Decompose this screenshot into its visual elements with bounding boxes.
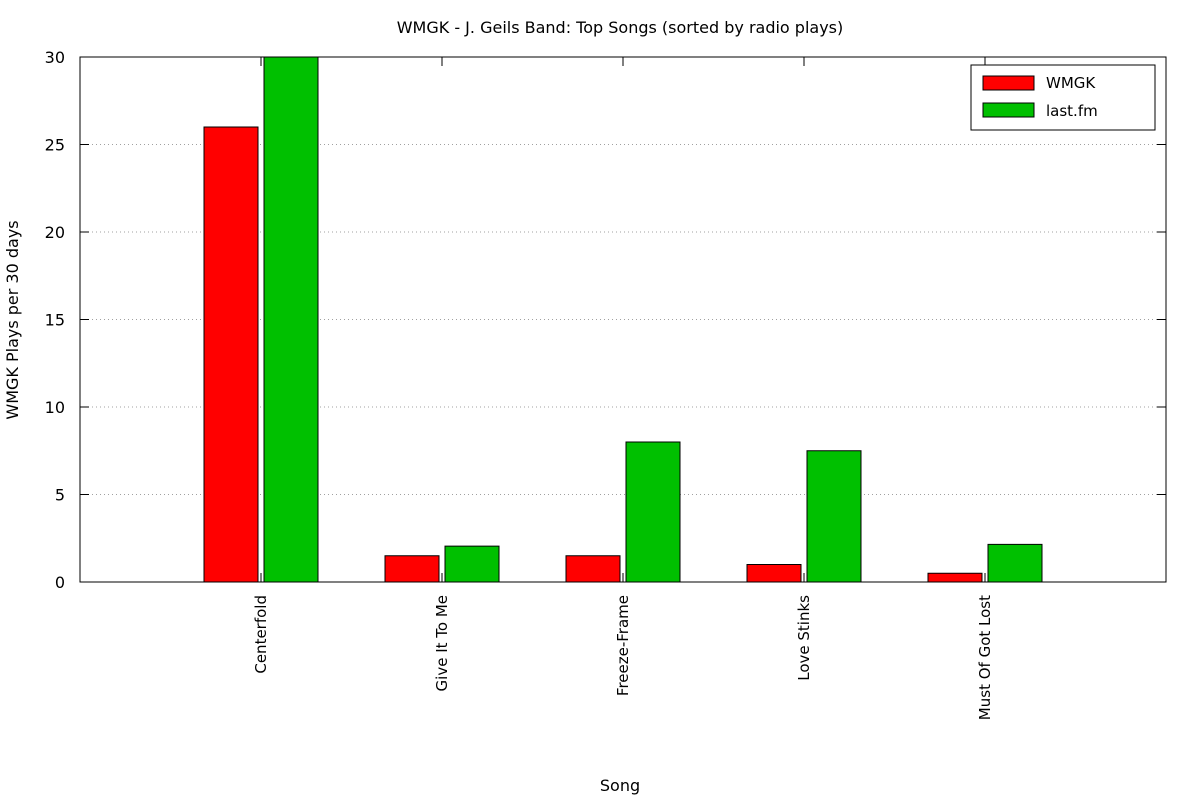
- x-tick-label: Give It To Me: [433, 595, 451, 691]
- bar-wmgk-must-of-got-lost: [927, 572, 983, 583]
- bar-wmgk-love-stinks: [746, 564, 802, 583]
- x-tick-label: Freeze-Frame: [614, 595, 632, 696]
- legend-label-lastfm: last.fm: [1046, 102, 1098, 120]
- bars-group: [203, 56, 1043, 583]
- grid-lines: [80, 144, 1166, 495]
- bar-last-fm-give-it-to-me: [444, 545, 500, 583]
- legend-label-wmgk: WMGK: [1046, 74, 1096, 92]
- bar-last-fm-must-of-got-lost: [987, 543, 1043, 583]
- bar-last-fm-centerfold: [263, 56, 319, 583]
- y-tick-label: 15: [45, 311, 65, 330]
- x-tick-label: Centerfold: [252, 595, 270, 674]
- y-axis-title: WMGK Plays per 30 days: [3, 220, 22, 419]
- y-tick-label: 30: [45, 48, 65, 67]
- legend: WMGK last.fm: [970, 64, 1156, 131]
- y-tick-label: 5: [55, 486, 65, 505]
- chart-title: WMGK - J. Geils Band: Top Songs (sorted …: [397, 18, 844, 37]
- bar-wmgk-give-it-to-me: [384, 555, 440, 583]
- y-tick-label: 20: [45, 223, 65, 242]
- legend-swatch-lastfm: [982, 102, 1035, 118]
- y-tick-label: 25: [45, 136, 65, 155]
- bar-wmgk-freeze-frame: [565, 555, 621, 583]
- bar-wmgk-centerfold: [203, 126, 259, 583]
- x-tick-label: Must Of Got Lost: [976, 595, 994, 720]
- bar-last-fm-freeze-frame: [625, 441, 681, 583]
- y-tick-label: 0: [55, 573, 65, 592]
- x-axis-categories: Centerfold Give It To Me Freeze-Frame Love …: [252, 595, 994, 720]
- y-tick-label: 10: [45, 398, 65, 417]
- y-axis-ticks: 0 5 10 15 20 25 30: [45, 48, 1166, 592]
- x-axis-title: Song: [600, 776, 640, 795]
- bar-last-fm-love-stinks: [806, 450, 862, 583]
- legend-swatch-wmgk: [982, 75, 1035, 91]
- x-tick-label: Love Stinks: [795, 595, 813, 681]
